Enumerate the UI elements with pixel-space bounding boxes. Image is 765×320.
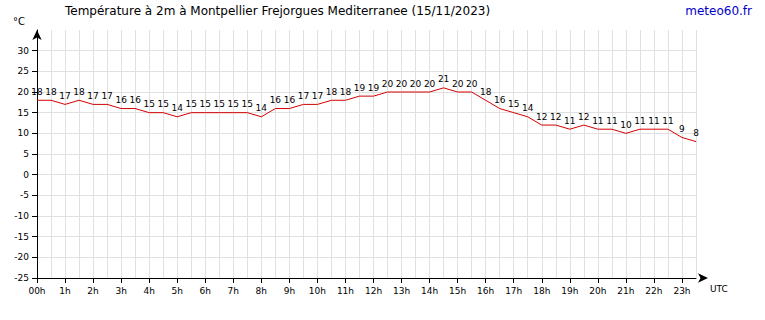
svg-text:15: 15 xyxy=(242,99,253,109)
svg-text:19: 19 xyxy=(368,83,380,93)
svg-text:17: 17 xyxy=(312,91,323,101)
svg-text:5: 5 xyxy=(23,149,29,159)
svg-text:14h: 14h xyxy=(421,286,438,296)
svg-text:11: 11 xyxy=(592,116,603,126)
svg-text:10h: 10h xyxy=(309,286,326,296)
svg-text:9: 9 xyxy=(679,124,685,134)
svg-text:13h: 13h xyxy=(393,286,410,296)
svg-text:20: 20 xyxy=(452,79,464,89)
svg-text:30: 30 xyxy=(18,46,30,56)
svg-text:12: 12 xyxy=(550,112,561,122)
svg-text:23h: 23h xyxy=(673,286,690,296)
svg-text:17: 17 xyxy=(101,91,112,101)
svg-text:16: 16 xyxy=(494,95,506,105)
svg-text:15: 15 xyxy=(228,99,239,109)
svg-text:7h: 7h xyxy=(228,286,239,296)
svg-text:21h: 21h xyxy=(617,286,634,296)
svg-text:14: 14 xyxy=(522,103,534,113)
svg-text:18h: 18h xyxy=(533,286,550,296)
svg-text:18: 18 xyxy=(73,87,85,97)
svg-text:15: 15 xyxy=(18,108,29,118)
svg-text:15h: 15h xyxy=(449,286,466,296)
svg-text:18: 18 xyxy=(480,87,492,97)
svg-text:17: 17 xyxy=(298,91,309,101)
svg-text:UTC: UTC xyxy=(710,284,728,294)
svg-text:15: 15 xyxy=(143,99,154,109)
svg-text:-15: -15 xyxy=(14,232,29,242)
svg-text:Température à 2m à Montpellier: Température à 2m à Montpellier Frejorgue… xyxy=(64,4,490,18)
svg-text:19h: 19h xyxy=(561,286,578,296)
svg-text:4h: 4h xyxy=(143,286,154,296)
svg-text:20: 20 xyxy=(18,87,30,97)
svg-text:21: 21 xyxy=(438,74,449,84)
svg-text:17h: 17h xyxy=(505,286,522,296)
svg-text:11: 11 xyxy=(634,116,645,126)
svg-text:12h: 12h xyxy=(365,286,382,296)
svg-text:3h: 3h xyxy=(115,286,126,296)
svg-text:11h: 11h xyxy=(337,286,354,296)
svg-text:15: 15 xyxy=(508,99,519,109)
svg-text:25: 25 xyxy=(18,66,29,76)
svg-text:15: 15 xyxy=(157,99,168,109)
svg-text:11: 11 xyxy=(662,116,673,126)
svg-text:16: 16 xyxy=(284,95,296,105)
svg-text:meteo60.fr: meteo60.fr xyxy=(685,4,752,18)
svg-text:15: 15 xyxy=(214,99,225,109)
svg-text:2h: 2h xyxy=(87,286,98,296)
svg-text:18: 18 xyxy=(45,87,57,97)
svg-text:-5: -5 xyxy=(20,190,29,200)
svg-text:20: 20 xyxy=(382,79,394,89)
svg-text:16: 16 xyxy=(115,95,127,105)
svg-text:11: 11 xyxy=(648,116,659,126)
svg-text:5h: 5h xyxy=(171,286,182,296)
svg-text:20: 20 xyxy=(424,79,436,89)
svg-text:00h: 00h xyxy=(28,286,45,296)
svg-text:18: 18 xyxy=(326,87,338,97)
svg-text:20h: 20h xyxy=(589,286,606,296)
svg-text:11: 11 xyxy=(564,116,575,126)
svg-text:12: 12 xyxy=(578,112,589,122)
svg-text:16: 16 xyxy=(270,95,282,105)
svg-text:-10: -10 xyxy=(14,211,29,221)
svg-text:14: 14 xyxy=(256,103,268,113)
svg-text:15: 15 xyxy=(186,99,197,109)
svg-text:17: 17 xyxy=(87,91,98,101)
svg-text:18: 18 xyxy=(340,87,352,97)
svg-text:16h: 16h xyxy=(477,286,494,296)
svg-text:15: 15 xyxy=(200,99,211,109)
svg-text:-20: -20 xyxy=(14,252,29,262)
svg-text:-25: -25 xyxy=(14,273,29,283)
svg-text:22h: 22h xyxy=(645,286,662,296)
svg-text:9h: 9h xyxy=(284,286,295,296)
svg-text:8h: 8h xyxy=(256,286,267,296)
svg-text:20: 20 xyxy=(466,79,478,89)
svg-text:20: 20 xyxy=(410,79,422,89)
svg-text:17: 17 xyxy=(59,91,70,101)
svg-text:8: 8 xyxy=(693,128,699,138)
svg-text:20: 20 xyxy=(396,79,408,89)
svg-text:0: 0 xyxy=(23,170,29,180)
svg-text:10: 10 xyxy=(620,120,632,130)
svg-text:1h: 1h xyxy=(59,286,70,296)
svg-text:11: 11 xyxy=(606,116,617,126)
svg-text:12: 12 xyxy=(536,112,547,122)
svg-text:10: 10 xyxy=(18,128,30,138)
svg-text:°C: °C xyxy=(13,16,25,27)
svg-text:14: 14 xyxy=(171,103,183,113)
svg-text:6h: 6h xyxy=(200,286,211,296)
svg-text:18: 18 xyxy=(31,87,43,97)
svg-text:16: 16 xyxy=(129,95,141,105)
svg-text:19: 19 xyxy=(354,83,366,93)
